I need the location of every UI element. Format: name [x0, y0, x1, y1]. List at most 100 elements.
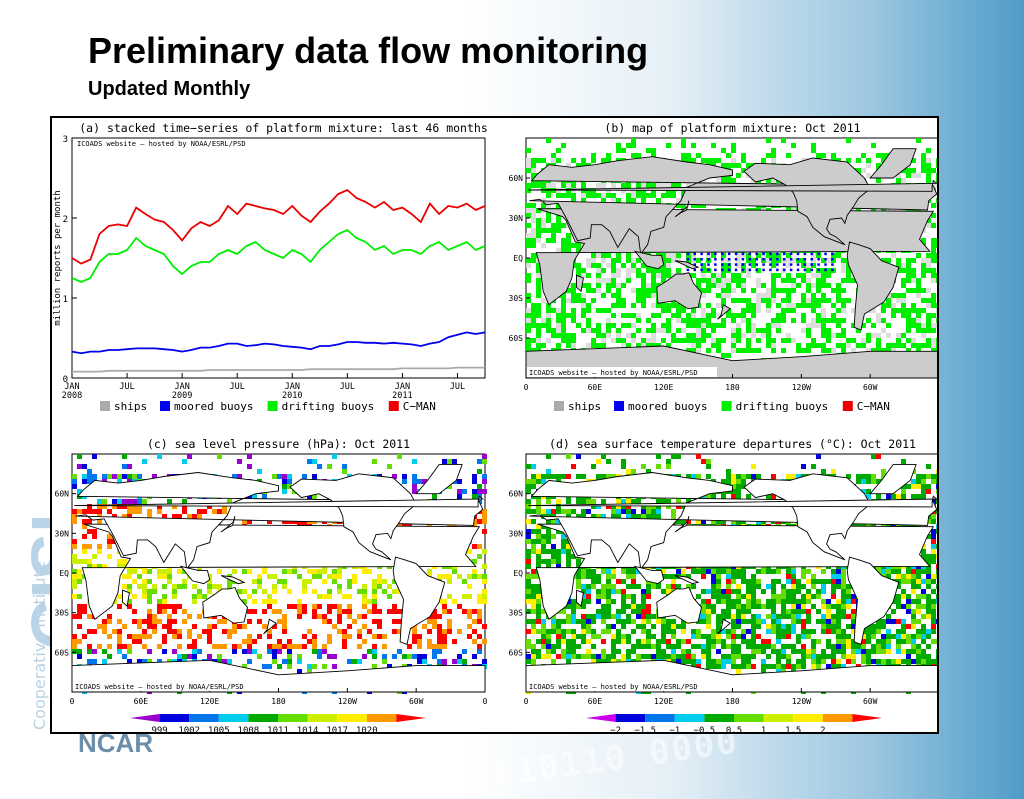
data-cell	[756, 278, 761, 283]
data-cell	[641, 599, 646, 604]
data-cell	[581, 619, 586, 624]
data-cell	[392, 609, 397, 614]
data-cell	[721, 569, 726, 574]
data-cell	[142, 594, 147, 599]
moored-buoy-mark	[707, 269, 710, 272]
data-cell	[571, 193, 576, 198]
data-cell	[586, 318, 591, 323]
data-cell	[192, 624, 197, 629]
data-cell	[746, 308, 751, 313]
data-cell	[731, 664, 736, 669]
data-cell	[337, 589, 342, 594]
data-cell	[821, 333, 826, 338]
data-cell	[616, 258, 621, 263]
data-cell	[831, 348, 836, 353]
moored-buoy-mark	[707, 258, 710, 261]
data-cell	[771, 604, 776, 609]
data-cell	[182, 459, 187, 464]
data-cell	[716, 619, 721, 624]
data-cell	[526, 619, 531, 624]
data-cell	[651, 268, 656, 273]
data-cell	[701, 614, 706, 619]
data-cell	[701, 634, 706, 639]
data-cell	[262, 569, 267, 574]
data-cell	[896, 178, 901, 183]
data-cell	[77, 574, 82, 579]
data-cell	[626, 143, 631, 148]
data-cell	[566, 313, 571, 318]
data-cell	[801, 328, 806, 333]
data-cell	[591, 629, 596, 634]
data-cell	[761, 328, 766, 333]
data-cell	[681, 569, 686, 574]
data-cell	[237, 624, 242, 629]
data-cell	[706, 619, 711, 624]
data-cell	[786, 278, 791, 283]
figure-svg: (a) stacked time−series of platform mixt…	[52, 118, 937, 732]
data-cell	[442, 459, 447, 464]
data-cell	[536, 283, 541, 288]
lon-tick-label: 0	[483, 697, 488, 706]
data-cell	[606, 584, 611, 589]
data-cell	[372, 594, 377, 599]
data-cell	[721, 659, 726, 664]
data-cell	[586, 288, 591, 293]
data-cell	[821, 298, 826, 303]
data-cell	[771, 609, 776, 614]
data-cell	[641, 604, 646, 609]
data-cell	[142, 459, 147, 464]
data-cell	[252, 609, 257, 614]
data-cell	[576, 454, 581, 459]
data-cell	[531, 654, 536, 659]
data-cell	[751, 624, 756, 629]
data-cell	[721, 494, 726, 499]
data-cell	[586, 328, 591, 333]
data-cell	[601, 594, 606, 599]
data-cell	[816, 323, 821, 328]
data-cell	[806, 283, 811, 288]
data-cell	[526, 539, 531, 544]
data-cell	[591, 298, 596, 303]
moored-buoy-mark	[687, 269, 690, 272]
data-cell	[741, 308, 746, 313]
data-cell	[432, 624, 437, 629]
data-cell	[137, 574, 142, 579]
data-cell	[726, 313, 731, 318]
data-cell	[596, 253, 601, 258]
data-cell	[237, 644, 242, 649]
data-cell	[82, 479, 87, 484]
data-cell	[736, 348, 741, 353]
data-cell	[626, 594, 631, 599]
data-cell	[147, 569, 152, 574]
data-cell	[472, 619, 477, 624]
moored-buoy-mark	[735, 258, 738, 261]
data-cell	[606, 318, 611, 323]
data-cell	[257, 634, 262, 639]
data-cell	[621, 338, 626, 343]
data-cell	[676, 624, 681, 629]
data-cell	[646, 318, 651, 323]
data-cell	[157, 574, 162, 579]
data-cell	[646, 584, 651, 589]
lon-tick-label: 120E	[200, 697, 219, 706]
moored-buoy-mark	[707, 253, 710, 256]
y-tick-label: 2	[63, 215, 68, 225]
data-cell	[477, 489, 482, 494]
data-cell	[631, 579, 636, 584]
data-cell	[926, 258, 931, 263]
data-cell	[611, 639, 616, 644]
data-cell	[322, 619, 327, 624]
data-cell	[536, 599, 541, 604]
data-cell	[721, 298, 726, 303]
data-cell	[621, 263, 626, 268]
data-cell	[736, 619, 741, 624]
data-cell	[412, 654, 417, 659]
data-cell	[472, 474, 477, 479]
data-cell	[212, 584, 217, 589]
data-cell	[576, 644, 581, 649]
data-cell	[447, 594, 452, 599]
data-cell	[97, 549, 102, 554]
data-cell	[152, 584, 157, 589]
data-cell	[811, 303, 816, 308]
data-cell	[367, 569, 372, 574]
